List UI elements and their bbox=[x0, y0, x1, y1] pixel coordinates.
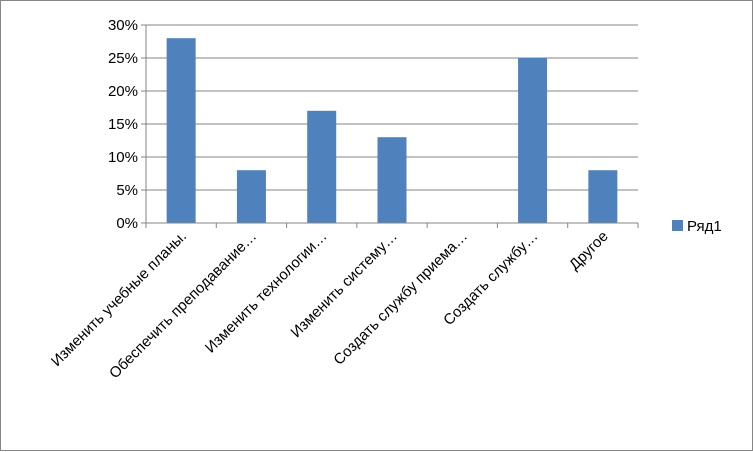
x-tick-label: Изменить учебные планы. bbox=[48, 228, 190, 370]
x-tick-label: Другое bbox=[566, 228, 612, 274]
x-tick-labels: Изменить учебные планы.Обеспечить препод… bbox=[48, 228, 612, 382]
bar-series bbox=[166, 38, 618, 224]
y-tick-label: 30% bbox=[108, 17, 138, 34]
y-tick-label: 15% bbox=[108, 116, 138, 133]
y-tick-label: 10% bbox=[108, 149, 138, 166]
y-tick-label: 20% bbox=[108, 83, 138, 100]
x-tick-label: Изменить технологии… bbox=[202, 228, 331, 357]
bar bbox=[166, 38, 196, 224]
bar bbox=[588, 170, 618, 223]
bar bbox=[236, 170, 266, 223]
bar bbox=[377, 137, 407, 223]
y-tick-label: 25% bbox=[108, 50, 138, 67]
legend: Ряд1 bbox=[672, 218, 722, 235]
y-tick-label: 5% bbox=[116, 182, 138, 199]
y-tick-label: 0% bbox=[116, 215, 138, 232]
legend-swatch bbox=[672, 220, 683, 231]
gridlines bbox=[141, 24, 638, 224]
axes bbox=[145, 25, 639, 228]
x-tick-label: Создать службу приема… bbox=[330, 228, 471, 369]
y-tick-labels: 0% 5% 10% 15% 20% 25% 30% bbox=[108, 17, 138, 232]
bar bbox=[307, 110, 337, 223]
bar bbox=[518, 58, 548, 223]
x-tick-label: Обеспечить преподавание… bbox=[106, 228, 260, 382]
legend-label-series1: Ряд1 bbox=[687, 218, 722, 235]
